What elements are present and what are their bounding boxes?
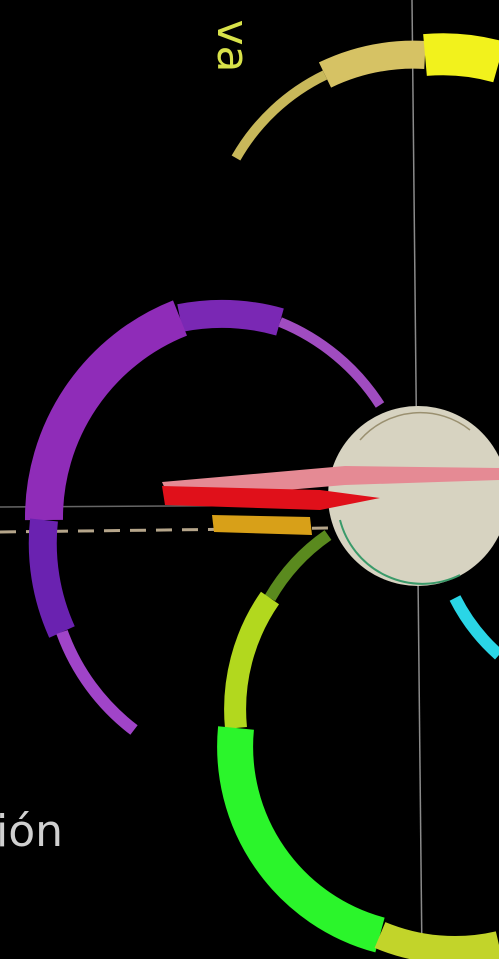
ring-segment	[318, 40, 426, 88]
ring-segment	[231, 70, 328, 161]
ring-segment	[56, 629, 138, 735]
ring-segment	[264, 530, 332, 602]
ring-segment	[278, 317, 385, 408]
ring-segment	[374, 921, 499, 959]
ring-segment	[177, 299, 284, 336]
pointer	[212, 515, 312, 535]
label-bottom: ión	[0, 806, 63, 857]
ring-segment	[423, 33, 499, 83]
label-top: va	[207, 19, 258, 72]
sphere	[328, 406, 499, 586]
sphere-curve	[359, 411, 471, 441]
sphere-curve	[339, 519, 461, 585]
ring-segment	[28, 518, 75, 638]
ring-segment	[217, 726, 385, 953]
ring-segment	[224, 591, 280, 730]
ring-segment	[24, 300, 188, 521]
pointer	[162, 486, 380, 510]
ring-segment	[449, 595, 499, 660]
